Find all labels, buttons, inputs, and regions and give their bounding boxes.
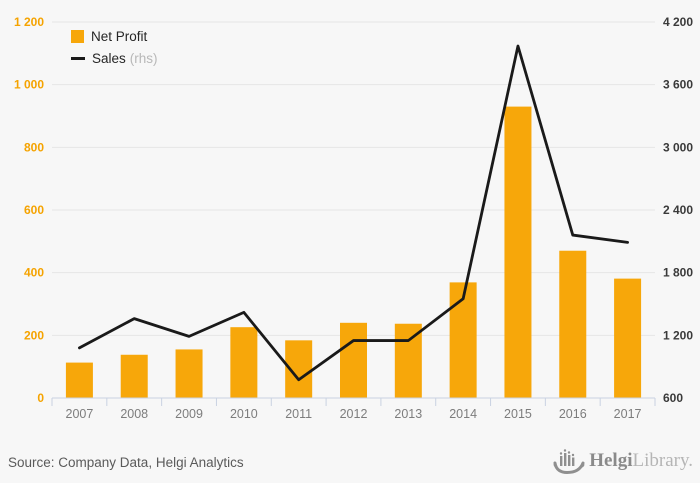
sales-line <box>78 44 629 382</box>
net-profit-bar-2008 <box>120 354 148 398</box>
net-profit-bar-2014 <box>449 282 477 398</box>
x-axis-label-2015: 2015 <box>504 407 532 421</box>
y-axis-right-tick-label: 3 000 <box>663 140 693 154</box>
x-axis-label-2016: 2016 <box>559 407 587 421</box>
net-profit-bar-2009 <box>175 349 203 398</box>
legend-label-sales: Sales (rhs) <box>92 51 158 66</box>
y-axis-left-tick-label: 200 <box>24 328 44 342</box>
net-profit-bar-2017 <box>614 278 642 398</box>
x-axis-label-2010: 2010 <box>230 407 258 421</box>
x-axis-label-2009: 2009 <box>175 407 203 421</box>
net-profit-bar-2007 <box>65 362 93 398</box>
net-profit-bar-2016 <box>559 250 587 398</box>
net-profit-bar-2012 <box>340 322 367 398</box>
x-axis-label-2012: 2012 <box>340 407 368 421</box>
y-axis-right-tick-label: 1 800 <box>663 266 693 280</box>
legend-item-sales[interactable]: Sales (rhs) <box>71 51 158 66</box>
chart-plot-area: 0 600 200 1 200 400 1 800 600 2 400 800 3 000 1 00… <box>14 15 693 421</box>
y-axis-left-tick-label: 600 <box>24 203 44 217</box>
source-note: Source: Company Data, Helgi Analytics <box>8 455 244 470</box>
net-profit-bar-2013 <box>394 323 422 398</box>
y-axis-left-tick-label: 400 <box>24 266 44 280</box>
net-profit-bar-2010 <box>230 327 258 398</box>
y-axis-left-tick-label: 1 200 <box>14 15 44 29</box>
legend-label-sales-rhs: (rhs) <box>129 51 158 66</box>
x-axis-label-2017: 2017 <box>614 407 642 421</box>
x-axis-label-2014: 2014 <box>449 407 477 421</box>
x-axis-label-2008: 2008 <box>120 407 148 421</box>
helgi-ship-icon <box>553 449 585 475</box>
helgi-library-logo[interactable]: HelgiLibrary. <box>553 446 693 476</box>
x-axis-label-2011: 2011 <box>285 407 312 421</box>
y-axis-left-tick-label: 1 000 <box>14 78 44 92</box>
chart-legend: Net Profit Sales (rhs) <box>71 29 158 66</box>
y-axis-right-tick-label: 4 200 <box>663 15 693 29</box>
sales-line-swatch-icon <box>71 57 85 60</box>
x-axis-label-2013: 2013 <box>394 407 422 421</box>
y-axis-right-tick-label: 3 600 <box>663 78 693 92</box>
logo-wordmark: HelgiLibrary. <box>589 450 693 471</box>
y-axis-right-tick-label: 1 200 <box>663 328 693 342</box>
net-profit-bar-2015 <box>504 106 532 398</box>
y-axis-right-tick-label: 2 400 <box>663 203 693 217</box>
legend-label-net-profit: Net Profit <box>91 29 148 44</box>
y-axis-right-tick-label: 600 <box>663 391 683 405</box>
y-axis-left-tick-label: 800 <box>24 140 44 154</box>
x-axis-label-2007: 2007 <box>66 407 94 421</box>
net-profit-swatch-icon <box>71 30 84 43</box>
y-axis-left-tick-label: 0 <box>37 391 44 405</box>
legend-item-net-profit[interactable]: Net Profit <box>71 29 158 44</box>
